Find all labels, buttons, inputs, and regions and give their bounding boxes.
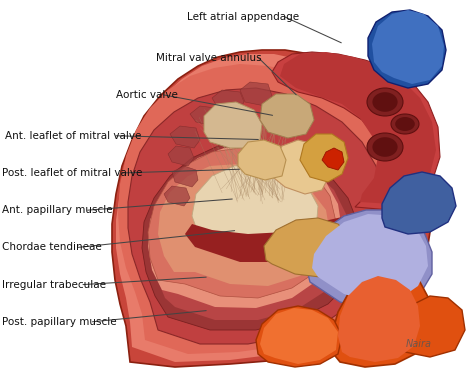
Polygon shape (152, 152, 350, 320)
Text: Chordae tendineae: Chordae tendineae (2, 243, 102, 252)
Polygon shape (264, 218, 352, 277)
Text: Ant. leaflet of mitral valve: Ant. leaflet of mitral valve (5, 131, 141, 141)
Polygon shape (240, 82, 272, 106)
Text: Post. papillary muscle: Post. papillary muscle (2, 317, 117, 327)
Polygon shape (116, 54, 422, 362)
Polygon shape (148, 146, 342, 308)
Polygon shape (400, 296, 465, 357)
Polygon shape (260, 94, 314, 138)
Ellipse shape (373, 137, 398, 157)
Polygon shape (185, 217, 342, 262)
Polygon shape (312, 214, 428, 302)
Polygon shape (172, 166, 198, 187)
Text: Ant. papillary muscle: Ant. papillary muscle (2, 205, 113, 215)
Polygon shape (332, 267, 430, 367)
Polygon shape (118, 64, 408, 354)
Polygon shape (164, 186, 190, 206)
Polygon shape (272, 140, 330, 194)
Polygon shape (190, 106, 220, 126)
Polygon shape (300, 134, 348, 182)
Polygon shape (170, 126, 200, 148)
Ellipse shape (395, 117, 415, 131)
Ellipse shape (391, 114, 419, 134)
Polygon shape (168, 146, 194, 166)
Ellipse shape (367, 133, 403, 161)
Polygon shape (322, 148, 344, 170)
Ellipse shape (373, 92, 398, 112)
Polygon shape (372, 10, 444, 84)
Text: Mitral valve annulus: Mitral valve annulus (156, 53, 262, 62)
Polygon shape (338, 276, 420, 362)
Polygon shape (128, 88, 386, 344)
Polygon shape (148, 148, 336, 298)
Ellipse shape (367, 88, 403, 116)
Text: Post. leaflet of mitral valve: Post. leaflet of mitral valve (2, 168, 143, 178)
Polygon shape (272, 52, 440, 210)
Text: Left atrial appendage: Left atrial appendage (187, 12, 300, 22)
Polygon shape (158, 164, 330, 286)
Polygon shape (260, 308, 338, 364)
Polygon shape (256, 306, 342, 367)
Polygon shape (382, 172, 456, 234)
Polygon shape (368, 10, 446, 88)
Polygon shape (306, 210, 432, 310)
Text: Irregular trabeculae: Irregular trabeculae (2, 280, 106, 289)
Polygon shape (142, 142, 360, 330)
Text: Aortic valve: Aortic valve (116, 90, 178, 100)
Polygon shape (192, 164, 318, 258)
Polygon shape (212, 90, 244, 112)
Polygon shape (280, 52, 436, 204)
Polygon shape (112, 50, 432, 367)
Text: Naira: Naira (405, 339, 431, 349)
Polygon shape (238, 140, 286, 180)
Polygon shape (204, 102, 262, 148)
